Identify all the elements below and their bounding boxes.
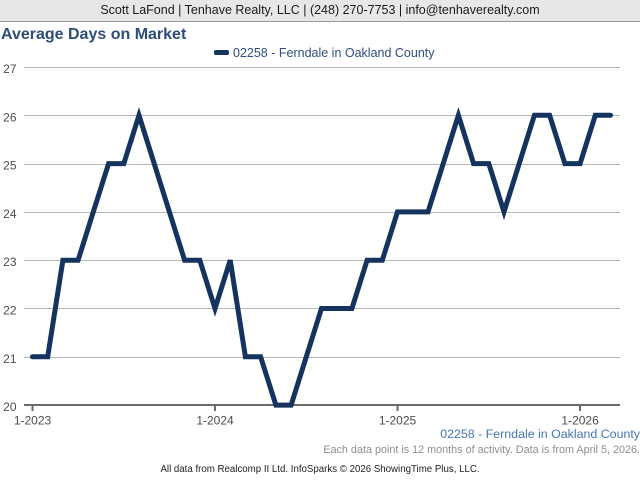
svg-text:26: 26 (3, 110, 17, 124)
svg-text:1-2026: 1-2026 (561, 414, 599, 428)
svg-text:1-2025: 1-2025 (379, 414, 417, 428)
svg-text:1-2024: 1-2024 (196, 414, 234, 428)
svg-text:24: 24 (3, 207, 17, 221)
svg-text:23: 23 (3, 255, 17, 269)
svg-text:27: 27 (3, 62, 17, 76)
svg-text:1-2023: 1-2023 (14, 414, 52, 428)
svg-text:20: 20 (3, 400, 17, 414)
svg-text:25: 25 (3, 159, 17, 173)
svg-text:21: 21 (3, 352, 17, 366)
svg-text:22: 22 (3, 304, 17, 318)
